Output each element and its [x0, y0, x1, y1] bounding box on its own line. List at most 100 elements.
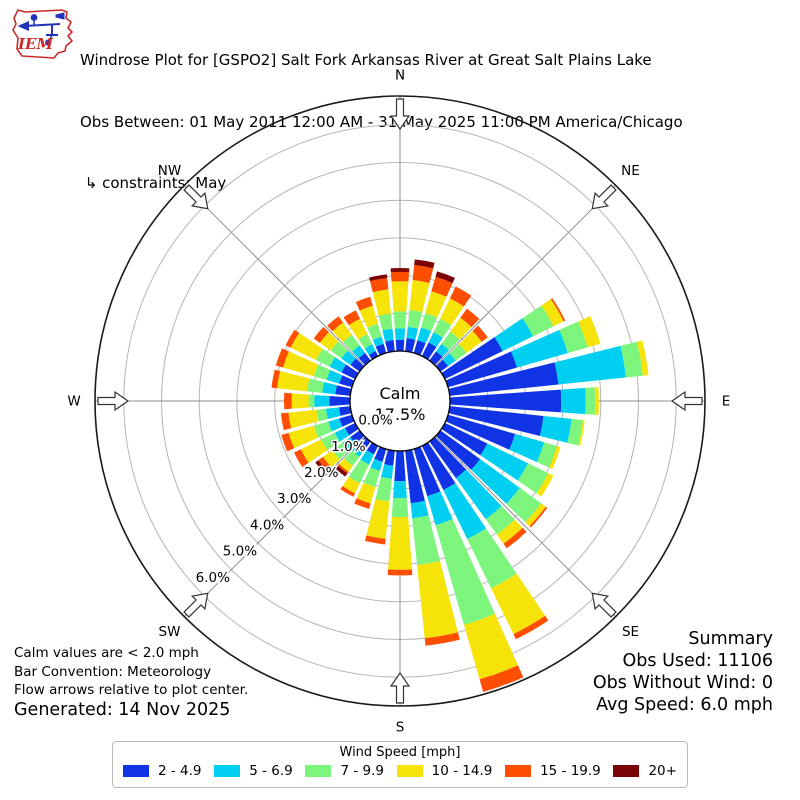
windrose-bar-320-bin2 — [342, 334, 360, 352]
windrose-bar-100-bin3 — [578, 420, 585, 447]
windrose-bar-290-bin4 — [275, 348, 289, 368]
windrose-bar-230-bin5 — [315, 460, 328, 474]
legend-label: 5 - 6.9 — [249, 763, 293, 779]
windrose-bar-40-bin4 — [460, 308, 480, 328]
windrose-bar-0-bin2 — [393, 311, 407, 329]
windrose-bar-200-bin2 — [363, 467, 381, 488]
windrose-bar-40-bin3 — [450, 317, 472, 340]
windrose-bar-170-bin1 — [410, 500, 429, 519]
windrose-bar-210-bin4 — [340, 486, 356, 497]
windrose-bar-20-bin5 — [435, 271, 455, 284]
windrose-bar-150-bin0 — [421, 442, 456, 491]
windrose-bar-70-bin2 — [559, 321, 588, 354]
windrose-bar-170-bin4 — [424, 632, 460, 646]
windrose-bar-330-bin1 — [364, 344, 376, 355]
windrose-bar-220-bin1 — [352, 443, 366, 457]
windrose-bar-260-bin4 — [280, 412, 292, 431]
windrose-bar-170-bin0 — [405, 449, 425, 504]
legend-title: Wind Speed [mph] — [339, 745, 461, 760]
windrose-bar-100-bin1 — [539, 415, 572, 443]
windrose-bar-60-bin3 — [541, 299, 564, 327]
windrose-bar-250-bin1 — [328, 418, 343, 432]
legend-entry-20+: 20+ — [613, 763, 677, 779]
flow-arrow-135 — [591, 592, 617, 618]
windrose-bar-260-bin3 — [288, 409, 319, 429]
windrose-bar-190-bin2 — [375, 476, 392, 502]
windrose-bar-60-bin1 — [494, 318, 534, 352]
windrose-bar-50-bin3 — [458, 330, 482, 353]
windrose-bar-350-bin4 — [370, 278, 389, 293]
windrose-bar-250-bin4 — [281, 432, 295, 452]
windrose-bar-350-bin0 — [385, 340, 395, 353]
windrose-bar-20-bin3 — [425, 291, 447, 318]
windrose-bar-10-bin2 — [407, 310, 423, 329]
windrose-bar-80-bin2 — [620, 341, 643, 378]
windrose-bar-300-bin3 — [290, 332, 323, 361]
summary-block: Summary Obs Used: 11106 Obs Without Wind… — [593, 628, 773, 716]
windrose-bar-220-bin2 — [344, 450, 360, 466]
windrose-bar-100-bin2 — [567, 418, 583, 446]
ring-label-2.0%: 2.0% — [304, 465, 338, 481]
windrose-bar-350-bin2 — [378, 313, 393, 331]
windrose-bar-330-bin0 — [368, 350, 379, 360]
legend-swatch-icon — [613, 765, 640, 777]
spoke-135 — [399, 400, 617, 618]
windrose-bar-10-bin0 — [405, 338, 416, 353]
summary-avg-speed: Avg Speed: 6.0 mph — [596, 695, 773, 715]
windrose-bar-350-bin5 — [369, 274, 388, 282]
windrose-bar-40-bin2 — [441, 331, 460, 351]
windrose-bar-80-bin1 — [554, 345, 626, 385]
windrose-bar-290-bin3 — [283, 351, 319, 377]
windrose-bar-230-bin3 — [322, 450, 340, 468]
windrose-bar-310-bin2 — [330, 341, 348, 359]
windrose-bar-60-bin0 — [441, 337, 503, 380]
windrose-bar-270-bin4 — [284, 392, 292, 410]
windrose-bar-200-bin4 — [354, 498, 371, 509]
windrose-bar-140-bin1 — [455, 469, 502, 520]
windrose-bar-150-bin1 — [443, 483, 487, 540]
windrose-bar-130-bin2 — [506, 487, 542, 523]
legend-label: 2 - 4.9 — [158, 763, 202, 779]
windrose-bar-30-bin2 — [433, 318, 452, 338]
compass-label-NE: NE — [621, 163, 640, 179]
legend-swatch-icon — [305, 765, 332, 777]
windrose-bar-90-bin1 — [560, 387, 586, 415]
windrose-bar-320-bin3 — [332, 322, 352, 343]
windrose-bar-310-bin0 — [350, 358, 365, 372]
windrose-bar-90-bin3 — [594, 386, 599, 416]
windrose-bar-130-bin3 — [525, 503, 546, 527]
windrose-bar-280-bin4 — [271, 369, 281, 389]
windrose-bar-130-bin4 — [529, 506, 548, 528]
windrose-bar-140-bin3 — [496, 519, 523, 544]
windrose-bar-70-bin1 — [511, 329, 568, 368]
windrose-bar-200-bin0 — [374, 446, 387, 462]
windrose-bar-350-bin3 — [372, 289, 391, 316]
windrose-bar-240-bin2 — [321, 432, 340, 451]
summary-obs-without-wind: Obs Without Wind: 0 — [592, 673, 773, 693]
flow-arrow-45 — [591, 184, 617, 210]
compass-label-W: W — [67, 394, 80, 410]
windrose-bar-220-bin5 — [335, 465, 348, 477]
windrose-bar-180-bin1 — [393, 480, 407, 499]
compass-label-SE: SE — [622, 624, 639, 640]
windrose-bar-30-bin0 — [421, 342, 437, 360]
windrose-bar-170-bin2 — [412, 515, 441, 566]
windrose-bar-50-bin0 — [435, 359, 449, 372]
windrose-bar-30-bin4 — [449, 286, 472, 307]
windrose-bar-230-bin0 — [350, 430, 365, 444]
windrose-bar-40-bin0 — [429, 351, 443, 366]
windrose-bar-330-bin2 — [358, 334, 373, 349]
legend-entry-10-14.9: 10 - 14.9 — [396, 763, 492, 779]
ring-label-5.0%: 5.0% — [223, 544, 257, 560]
windrose-bar-250-bin2 — [313, 421, 332, 438]
windrose-bar-200-bin1 — [370, 458, 383, 471]
windrose-bar-40-bin1 — [435, 343, 450, 357]
note-convention: Bar Convention: Meteorology — [14, 663, 212, 680]
windrose-bar-290-bin2 — [313, 364, 331, 381]
calm-circle — [349, 350, 451, 452]
flow-arrow-0 — [389, 98, 411, 131]
windrose-bar-190-bin4 — [364, 535, 386, 545]
windrose-bar-180-bin3 — [388, 516, 412, 570]
windrose-bar-170-bin3 — [417, 561, 458, 639]
